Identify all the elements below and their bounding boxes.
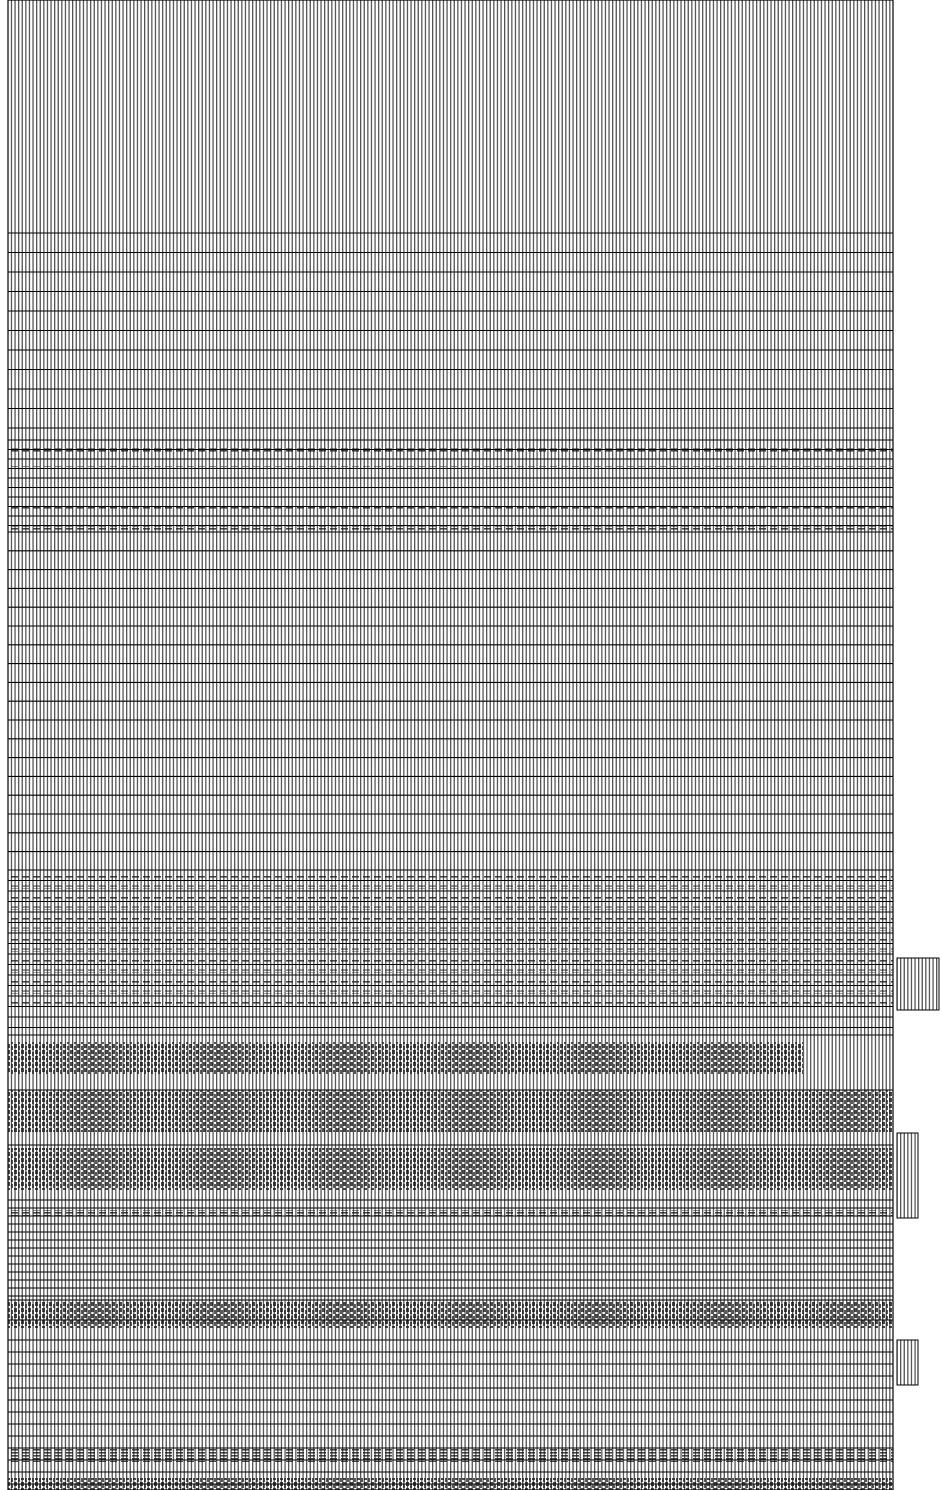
dense-band bbox=[8, 959, 893, 962]
dense-band bbox=[8, 1302, 893, 1328]
side-boxes bbox=[896, 957, 940, 1386]
dense-band bbox=[8, 938, 893, 941]
dense-band bbox=[8, 969, 893, 973]
dense-band bbox=[8, 948, 893, 952]
dense-band bbox=[8, 885, 893, 889]
dense-band bbox=[8, 448, 893, 452]
dense-band bbox=[8, 1042, 803, 1074]
dense-bands bbox=[8, 448, 893, 1490]
dense-band bbox=[8, 1478, 893, 1490]
dense-band bbox=[8, 980, 893, 983]
dense-band bbox=[8, 526, 893, 530]
dense-band bbox=[8, 506, 893, 509]
dense-band bbox=[8, 990, 893, 994]
dense-band bbox=[8, 1001, 893, 1004]
dense-band bbox=[8, 1090, 893, 1132]
dense-band bbox=[8, 917, 893, 920]
dense-band bbox=[8, 1148, 893, 1190]
dense-band bbox=[8, 466, 893, 469]
side-box bbox=[896, 1132, 919, 1219]
dense-band bbox=[8, 896, 893, 899]
dense-band bbox=[8, 927, 893, 931]
side-box bbox=[896, 957, 940, 1011]
column-lines bbox=[8, 0, 893, 1490]
dense-band bbox=[8, 906, 893, 910]
dense-band bbox=[8, 1210, 893, 1216]
table-border bbox=[7, 0, 894, 1490]
dense-band bbox=[8, 1448, 893, 1462]
side-box bbox=[896, 1339, 919, 1386]
dense-band bbox=[8, 875, 893, 878]
